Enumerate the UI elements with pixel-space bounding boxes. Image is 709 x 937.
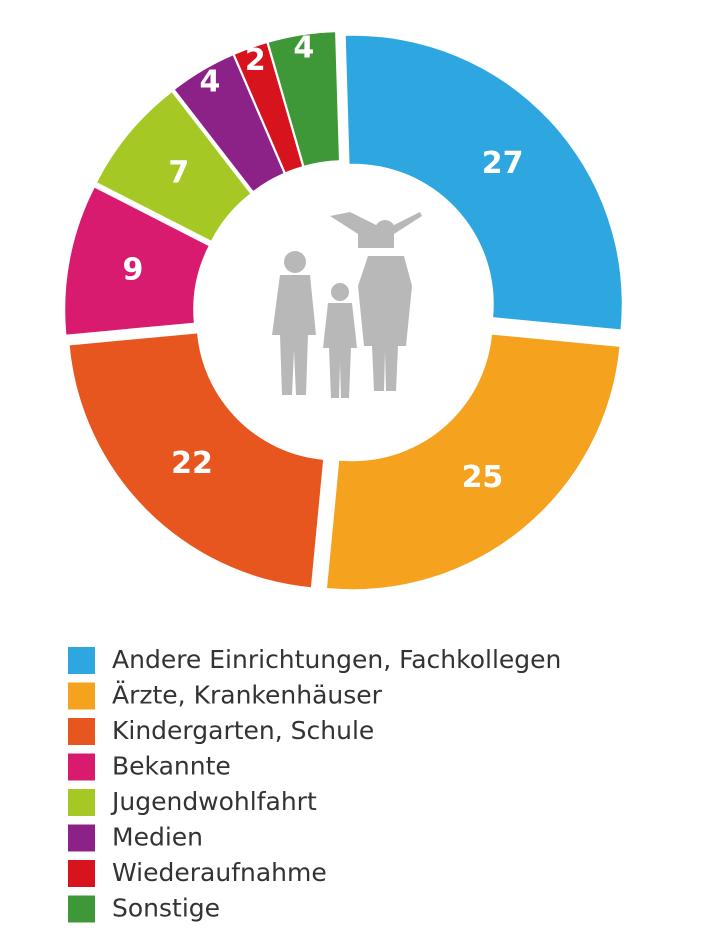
legend-label: Medien xyxy=(112,823,203,852)
legend-swatch xyxy=(68,895,95,923)
slice xyxy=(65,187,209,335)
data-label: 22 xyxy=(171,446,213,481)
legend-swatch xyxy=(68,753,95,781)
data-label: 9 xyxy=(122,253,143,288)
data-label: 2 xyxy=(245,43,266,78)
legend-label: Jugendwohlfahrt xyxy=(110,787,317,816)
slice xyxy=(327,334,620,590)
legend-swatch xyxy=(68,860,95,887)
legend-label: Kindergarten, Schule xyxy=(112,716,374,745)
legend-swatch xyxy=(68,718,95,745)
legend-label: Wiederaufnahme xyxy=(112,858,327,887)
slice xyxy=(268,32,339,166)
family-icon xyxy=(272,212,422,398)
legend-label: Andere Einrichtungen, Fachkollegen xyxy=(112,645,561,674)
slice xyxy=(97,92,251,241)
slice xyxy=(174,55,284,191)
legend-swatch xyxy=(68,789,95,816)
data-label: 4 xyxy=(293,31,314,66)
data-label: 4 xyxy=(199,64,220,99)
legend-label: Ärzte, Krankenhäuser xyxy=(112,681,383,710)
data-label: 7 xyxy=(168,156,189,191)
slice xyxy=(234,43,303,173)
legend-swatch xyxy=(68,647,95,674)
legend-swatch xyxy=(68,824,95,852)
data-label: 27 xyxy=(482,146,524,181)
slice xyxy=(345,35,622,330)
legend-label: Bekannte xyxy=(112,752,231,781)
slice xyxy=(69,333,324,588)
legend-label: Sonstige xyxy=(112,894,220,923)
slices: 27 25 22 9 7 42 4 xyxy=(65,31,622,590)
legend: Andere Einrichtungen, Fachkollegen Ärzte,… xyxy=(68,645,561,923)
legend-swatch xyxy=(68,682,95,710)
data-label: 25 xyxy=(462,460,504,495)
